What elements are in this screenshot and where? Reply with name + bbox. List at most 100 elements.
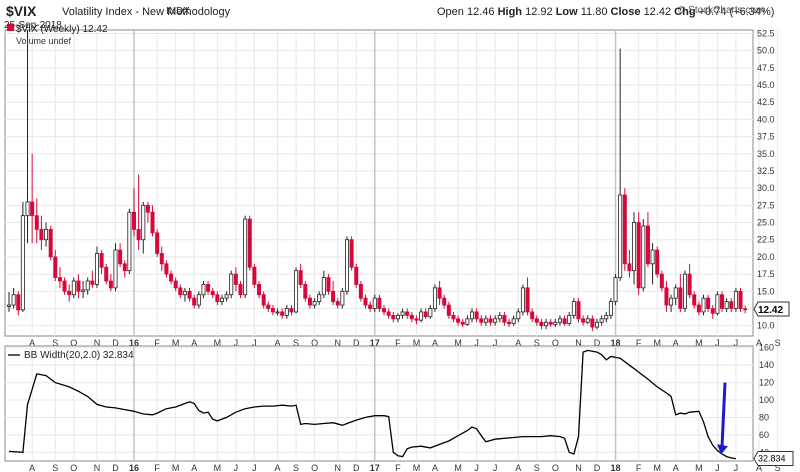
price-panel-frame	[4, 29, 754, 337]
candle	[261, 291, 266, 309]
indicator-y-axis: 406080100120140160	[759, 343, 774, 458]
candle-body	[530, 311, 535, 320]
candle	[182, 287, 187, 302]
indicator-y-tick-label: 100	[759, 395, 774, 405]
candle-body	[307, 297, 312, 306]
x-tick-label-lower: J	[734, 463, 739, 472]
candle-body	[76, 280, 81, 292]
candle-body	[178, 287, 183, 296]
x-tick-label-lower: M	[653, 463, 661, 472]
candle-body	[701, 297, 706, 313]
x-tick-label-lower: D	[353, 463, 360, 472]
x-tick-label-lower: M	[695, 463, 703, 472]
candle	[178, 284, 183, 299]
candle	[645, 212, 650, 268]
candle-body	[62, 280, 67, 292]
candle-body	[136, 229, 141, 241]
candle	[636, 212, 641, 295]
candle-body	[488, 318, 493, 323]
candle	[173, 277, 178, 292]
candle-body	[94, 253, 99, 285]
candle	[57, 267, 62, 288]
candle-body	[67, 290, 72, 296]
candle	[687, 263, 692, 299]
candle	[303, 280, 308, 302]
candle-body	[164, 263, 169, 275]
candle	[363, 294, 368, 309]
candle-body	[720, 294, 725, 309]
price-y-tick-label: 50.0	[757, 46, 775, 56]
candle-body	[57, 277, 62, 282]
candle	[368, 301, 373, 312]
candle	[90, 270, 95, 288]
price-y-tick-label: 52.5	[757, 28, 775, 38]
x-tick-label-lower: J	[252, 463, 257, 472]
candle-body	[317, 294, 322, 303]
x-tick-label: F	[636, 338, 642, 348]
candle	[502, 311, 507, 326]
x-tick-label-lower: S	[52, 463, 58, 472]
candle-body	[460, 321, 465, 325]
candle	[344, 236, 349, 295]
indicator-last-tag-box	[753, 451, 794, 467]
candle-body	[738, 290, 743, 309]
candle	[553, 318, 558, 328]
candle-body	[340, 290, 345, 306]
candle	[132, 188, 137, 237]
candle-body	[90, 280, 95, 285]
x-tick-label-lower: D	[112, 463, 119, 472]
price-y-tick-label: 42.5	[757, 97, 775, 107]
candle-body	[104, 266, 109, 282]
candle-body	[243, 218, 248, 296]
candle-body	[182, 290, 187, 296]
x-tick-label-lower: O	[311, 463, 318, 472]
candle	[474, 308, 479, 323]
candle	[706, 294, 711, 312]
candle	[284, 305, 289, 319]
indicator-gridlines	[5, 347, 753, 453]
x-tick-label: F	[154, 338, 160, 348]
candle-body	[669, 297, 674, 306]
price-y-tick-label: 10.0	[757, 321, 775, 331]
candle	[331, 280, 336, 306]
candle-body	[349, 239, 354, 268]
x-tick-label: D	[112, 338, 119, 348]
x-tick-label: A	[673, 338, 679, 348]
candle-body	[155, 232, 160, 254]
price-y-tick-label: 17.5	[757, 269, 775, 279]
candle-body	[238, 284, 243, 296]
candle	[595, 318, 600, 330]
candle	[71, 277, 76, 299]
candle	[377, 294, 382, 312]
x-tick-label-lower: A	[191, 463, 197, 472]
x-tick-label-lower: J	[715, 463, 720, 472]
candle-body	[331, 290, 336, 303]
candle	[483, 315, 488, 326]
candle-body	[201, 284, 206, 296]
candle-body	[743, 308, 748, 311]
x-tick-label-lower: M	[214, 463, 222, 472]
candle	[229, 270, 234, 299]
candle	[428, 305, 433, 319]
candle-body	[710, 308, 715, 314]
candle	[419, 308, 424, 323]
candle	[659, 270, 664, 292]
indicator-y-tick-label: 120	[759, 378, 774, 388]
candle-body	[252, 266, 257, 285]
candle	[270, 305, 275, 316]
candle	[562, 315, 567, 326]
x-tick-label-lower: 17	[370, 463, 380, 472]
candle-body	[673, 287, 678, 299]
candle	[127, 208, 132, 275]
candle	[720, 291, 725, 312]
candle	[349, 236, 354, 271]
candle-body	[465, 318, 470, 325]
candle-body	[428, 308, 433, 318]
candle	[715, 291, 720, 316]
candle-body	[613, 277, 618, 303]
x-tick-label: N	[334, 338, 341, 348]
bb-width-line	[8, 349, 736, 460]
candle	[321, 270, 326, 299]
indicator-y-tick-label: 80	[759, 412, 769, 422]
